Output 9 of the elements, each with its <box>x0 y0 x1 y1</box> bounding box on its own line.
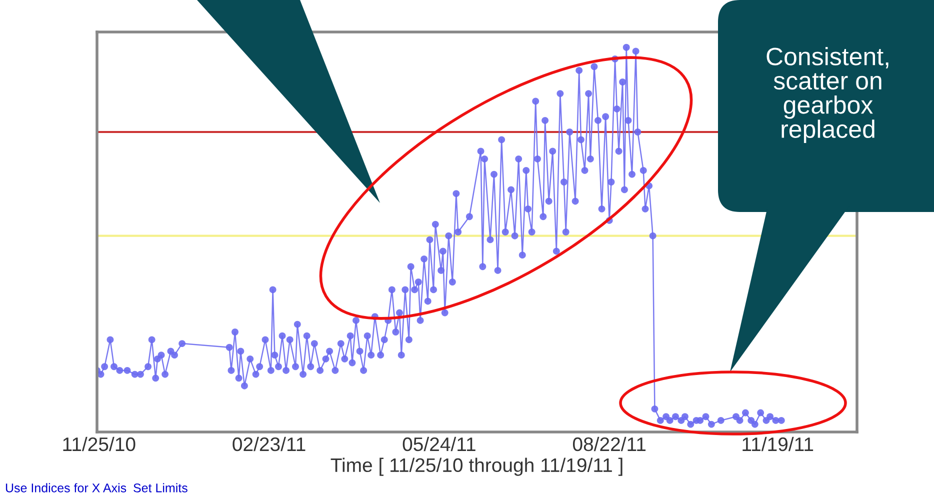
x-axis-title: Time [ 11/25/10 through 11/19/11 ] <box>330 458 622 476</box>
x-tick-label: 08/22/11 <box>572 436 646 452</box>
annotation: Consistent, scatter on gearbox replaced <box>766 47 888 143</box>
text: Use Indices for X Axis <box>6 483 126 492</box>
x-tick-label: 11/25/10 <box>63 436 136 452</box>
x-tick-label: 11/19/11 <box>742 436 814 452</box>
x-tick-label: 05/24/11 <box>402 436 476 452</box>
text: Set Limits <box>134 483 188 492</box>
x-tick-label: 02/23/11 <box>232 436 306 452</box>
